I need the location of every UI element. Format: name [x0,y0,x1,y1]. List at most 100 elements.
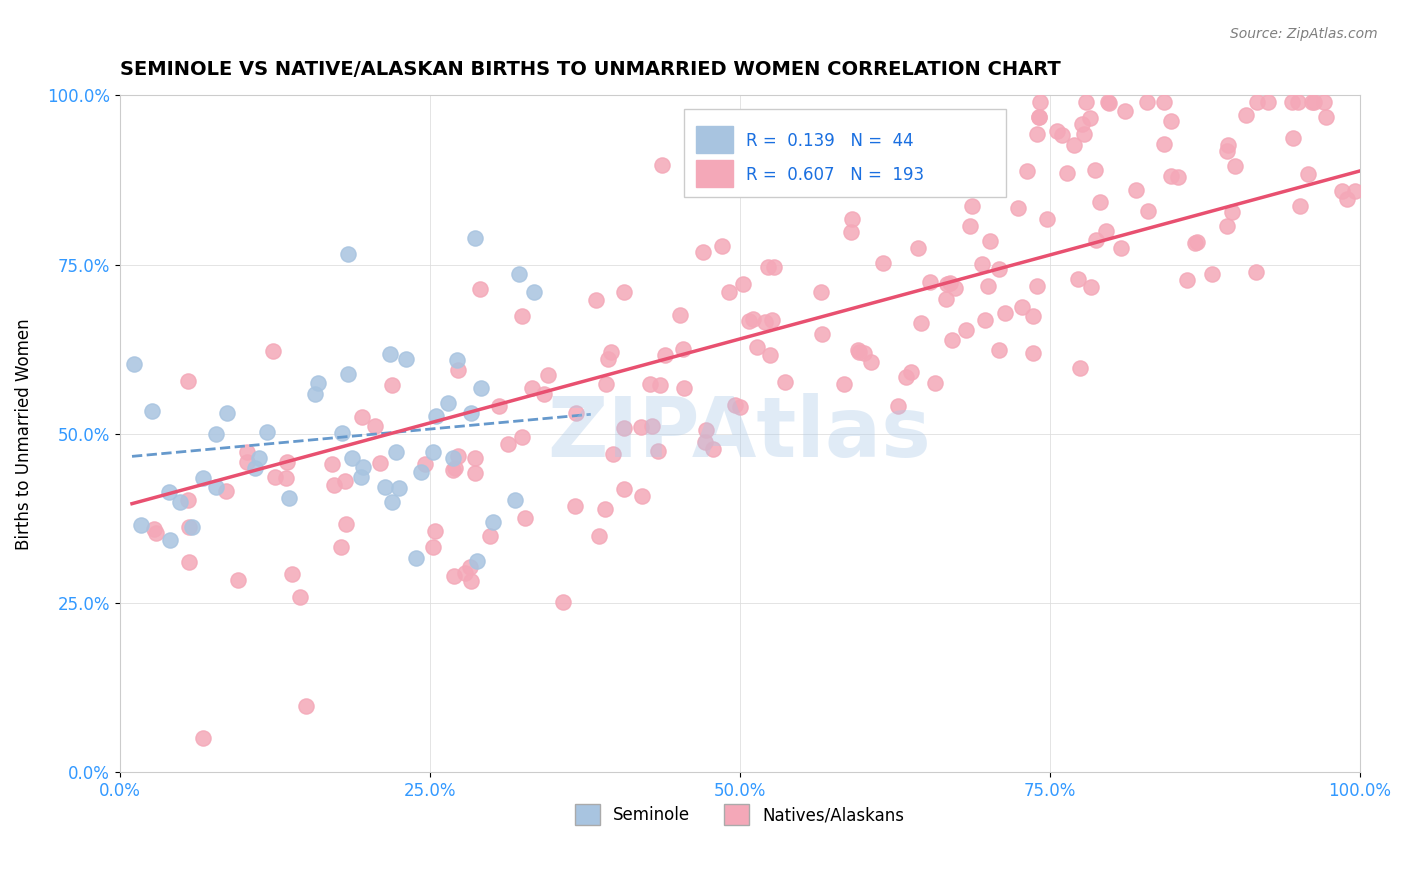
Point [884,151,907,165]
Point [122,358,145,372]
Point [141,404,163,418]
Point [1046,124,1069,138]
Point [651,158,673,172]
Point [962,198,984,212]
Point [157,485,180,500]
Point [1244,265,1267,279]
Point [553,595,575,609]
Point [264,470,287,484]
Point [1094,224,1116,238]
Point [1289,199,1312,213]
Point [159,533,181,547]
Point [503,493,526,508]
Point [290,590,312,604]
Point [1246,95,1268,110]
Point [994,306,1017,320]
Point [380,347,402,361]
Point [512,429,534,443]
Point [226,573,249,587]
Point [1007,201,1029,215]
Point [1288,95,1310,110]
Point [974,313,997,327]
Text: R =  0.139   N =  44: R = 0.139 N = 44 [745,132,914,151]
Point [422,444,444,458]
Point [935,292,957,306]
Point [1078,111,1101,125]
Point [520,381,543,395]
Text: SEMINOLE VS NATIVE/ALASKAN BIRTHS TO UNMARRIED WOMEN CORRELATION CHART: SEMINOLE VS NATIVE/ALASKAN BIRTHS TO UNM… [120,60,1060,78]
Point [243,461,266,475]
Point [335,475,357,489]
Point [1220,204,1243,219]
Point [395,352,418,367]
Point [921,151,943,165]
Point [710,239,733,253]
Point [523,285,546,299]
Point [436,396,458,410]
Point [955,323,977,337]
Point [235,455,257,469]
Point [1216,219,1239,233]
Point [464,466,486,480]
Point [177,492,200,507]
Point [894,370,917,384]
Point [979,235,1001,249]
Point [337,368,360,382]
Point [374,479,396,493]
Point [1153,95,1175,110]
Point [464,451,486,466]
Text: R =  0.607   N =  193: R = 0.607 N = 193 [745,166,924,185]
Point [1216,138,1239,153]
Point [1021,310,1043,324]
Point [742,312,765,326]
Point [1313,95,1336,110]
Point [860,355,883,369]
Point [460,559,482,574]
Point [1301,95,1323,110]
Point [987,343,1010,357]
Point [336,247,359,261]
Point [488,399,510,413]
Point [335,516,357,531]
Point [945,281,967,295]
Point [278,491,301,505]
Point [595,377,617,392]
Point [631,489,654,503]
Point [330,425,353,440]
Point [1084,234,1107,248]
Point [695,423,717,437]
Point [177,556,200,570]
Point [447,363,470,377]
Point [1136,95,1159,110]
Point [1036,212,1059,227]
Point [724,398,747,412]
Point [810,285,832,299]
Point [281,566,304,581]
Point [1084,162,1107,177]
Point [671,343,693,357]
Point [1063,138,1085,153]
Point [932,115,955,129]
Point [939,276,962,290]
Point [1088,194,1111,209]
Point [763,260,786,274]
Point [236,445,259,459]
Point [181,520,204,534]
Point [425,409,447,423]
Point [832,377,855,392]
Point [205,427,228,442]
Point [780,167,803,181]
Point [887,399,910,413]
Point [1216,145,1239,159]
Point [1017,163,1039,178]
Point [1070,117,1092,131]
Point [987,262,1010,277]
Point [1315,111,1337,125]
Point [329,540,352,554]
Point [191,731,214,746]
Point [1097,95,1119,110]
Point [1098,96,1121,111]
Point [1080,279,1102,293]
Point [508,267,530,281]
Legend: Seminole, Natives/Alaskans: Seminole, Natives/Alaskans [568,797,911,831]
